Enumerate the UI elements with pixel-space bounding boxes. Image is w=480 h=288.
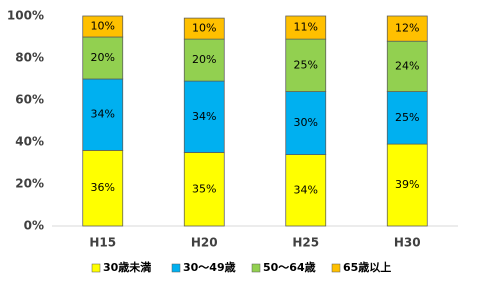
legend-swatch xyxy=(251,263,261,273)
y-tick-label: 40% xyxy=(15,135,44,149)
bar-segment xyxy=(386,40,428,92)
bar-segment xyxy=(183,152,225,227)
data-label: 12% xyxy=(395,22,419,35)
bar-segment xyxy=(285,15,327,40)
bar-segment xyxy=(82,78,124,151)
bar-segment xyxy=(183,17,225,40)
bar-segment xyxy=(183,80,225,153)
bar-segment xyxy=(285,154,327,227)
x-tick-label: H15 xyxy=(89,236,116,250)
data-label: 24% xyxy=(395,59,419,72)
x-tick-label: H20 xyxy=(191,236,218,250)
legend-label: 65歳以上 xyxy=(343,260,391,274)
data-label: 11% xyxy=(294,21,318,34)
y-tick-label: 100% xyxy=(7,9,44,23)
bar-segment xyxy=(386,91,428,145)
data-label: 30% xyxy=(294,116,318,129)
legend-swatch xyxy=(91,263,101,273)
y-tick-label: 0% xyxy=(24,219,44,233)
data-label: 10% xyxy=(91,20,115,33)
x-tick-label: H30 xyxy=(394,236,421,250)
y-tick-label: 60% xyxy=(15,93,44,107)
y-tick-label: 20% xyxy=(15,177,44,191)
data-label: 25% xyxy=(395,111,419,124)
data-label: 25% xyxy=(294,58,318,71)
data-label: 20% xyxy=(192,53,216,66)
data-label: 36% xyxy=(91,181,115,194)
legend-swatch xyxy=(331,263,341,273)
legend-swatch xyxy=(171,263,181,273)
data-label: 35% xyxy=(192,182,216,195)
bar-segment xyxy=(285,91,327,155)
bar-segment xyxy=(183,38,225,82)
legend-label: 50～64歳 xyxy=(263,260,316,274)
legend-label: 30歳未満 xyxy=(103,260,151,274)
bar-segment xyxy=(285,38,327,92)
y-tick-label: 80% xyxy=(15,51,44,65)
bar-segment xyxy=(82,150,124,227)
legend-label: 30～49歳 xyxy=(183,260,236,274)
bar-segment xyxy=(386,143,428,227)
data-label: 34% xyxy=(192,110,216,123)
data-label: 34% xyxy=(91,108,115,121)
data-label: 20% xyxy=(91,51,115,64)
data-label: 34% xyxy=(294,183,318,196)
data-label: 10% xyxy=(192,22,216,35)
data-label: 39% xyxy=(395,178,419,191)
x-tick-label: H25 xyxy=(292,236,319,250)
bar-segment xyxy=(386,15,428,42)
bar-segment xyxy=(82,15,124,38)
